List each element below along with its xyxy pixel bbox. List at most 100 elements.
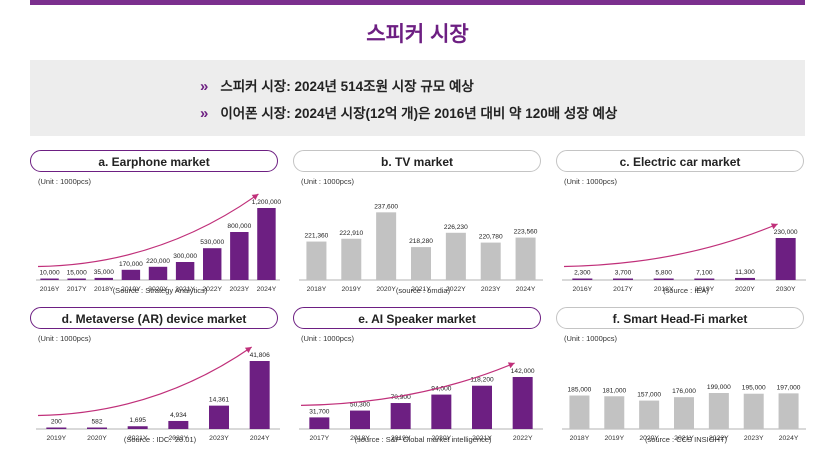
data-label: 94,000	[431, 386, 452, 393]
summary-text: 스피커 시장: 2024년 514조원 시장 규모 예상	[220, 79, 474, 94]
tick-label: 2022Y	[202, 286, 222, 293]
top-accent-bar	[30, 0, 805, 5]
tick-label: 2018Y	[654, 286, 674, 293]
trend-arrow-head	[770, 223, 778, 230]
data-label: 3,700	[615, 270, 632, 277]
trend-arrow	[37, 346, 253, 417]
unit-label: (Unit : 1000pcs)	[38, 334, 91, 343]
chart-earphone-market: 10,000 2016Y 15,000 2017Y 35,000 2018Y 170,000…	[36, 193, 281, 293]
data-label: 300,000	[173, 253, 197, 260]
bar	[480, 242, 501, 280]
unit-label: (Unit : 1000pcs)	[301, 334, 354, 343]
data-label: 170,000	[119, 261, 143, 268]
panel-smart-head-fi-market: f. Smart Head-Fi market (Unit : 1000pcs)…	[556, 307, 816, 457]
tick-label: 2019Y	[341, 286, 361, 293]
page-title: 스피커 시장	[366, 23, 469, 46]
bar	[694, 278, 715, 280]
data-label: 15,000	[67, 270, 88, 277]
bar	[674, 397, 694, 429]
trend-arrow	[300, 362, 515, 406]
data-label: 1,695	[129, 417, 146, 424]
data-label: 4,934	[170, 412, 187, 419]
bar	[257, 208, 276, 280]
bar	[306, 241, 327, 280]
data-label: 800,000	[227, 223, 251, 230]
trend-arrow-head	[507, 362, 515, 369]
data-label: 218,280	[409, 238, 433, 245]
bar	[431, 394, 452, 429]
summary-line-speaker: » 스피커 시장: 2024년 514조원 시장 규모 예상	[200, 75, 474, 95]
data-label: 237,600	[374, 203, 398, 210]
bar	[743, 393, 764, 429]
tick-label: 2023Y	[481, 286, 501, 293]
tick-label: 2019Y	[47, 435, 67, 442]
tick-label: 2018Y	[94, 286, 114, 293]
chart-title: d. Metaverse (AR) device market	[30, 307, 278, 329]
tick-label: 2023Y	[209, 435, 229, 442]
data-label: 197,000	[777, 384, 801, 391]
bar	[175, 262, 195, 280]
tick-label: 2021Y	[674, 435, 694, 442]
tick-label: 2020Y	[87, 435, 107, 442]
data-label: 230,000	[774, 229, 798, 236]
tick-label: 2017Y	[613, 286, 633, 293]
bar	[168, 420, 189, 429]
trend-arrow-head	[251, 194, 259, 201]
data-label: 157,000	[637, 392, 661, 399]
bar	[775, 238, 796, 280]
tick-label: 2021Y	[411, 286, 431, 293]
bar	[411, 247, 431, 280]
tick-label: 2020Y	[148, 286, 168, 293]
bar	[341, 238, 362, 280]
bar	[67, 278, 86, 280]
summary-line-earphone: » 이어폰 시장: 2024년 시장(12억 개)은 2016년 대비 약 120…	[200, 102, 617, 122]
data-label: 41,806	[250, 352, 271, 359]
tick-label: 2020Y	[376, 286, 396, 293]
chart-smart-head-fi-market: 185,000 2018Y 181,000 2019Y 157,000 2020Y 176,…	[562, 384, 806, 442]
bar	[708, 393, 729, 429]
bar	[350, 410, 370, 429]
data-label: 220,780	[479, 234, 503, 241]
data-label: 226,230	[444, 224, 468, 231]
source-label: (source : CCS INSIGHT)	[644, 435, 728, 444]
data-label: 10,000	[39, 270, 60, 277]
chart-title: b. TV market	[293, 150, 541, 172]
bar	[87, 427, 107, 429]
bar	[249, 361, 270, 429]
data-label: 220,000	[146, 258, 170, 265]
bar	[40, 278, 59, 280]
bar	[203, 248, 222, 280]
bar	[148, 266, 168, 280]
tick-label: 2022Y	[709, 435, 729, 442]
data-label: 5,800	[655, 270, 672, 277]
bar	[94, 277, 113, 280]
unit-label: (Unit : 1000pcs)	[301, 177, 354, 186]
data-label: 2,300	[574, 270, 591, 277]
tick-label: 2023Y	[744, 435, 764, 442]
data-label: 222,910	[339, 230, 363, 237]
tick-label: 2020Y	[432, 435, 452, 442]
data-label: 142,000	[511, 368, 535, 375]
bar	[515, 237, 536, 280]
panel-tv-market: b. TV market (Unit : 1000pcs) 221,360 201…	[293, 150, 553, 300]
data-label: 7,100	[696, 270, 713, 277]
tick-label: 2023Y	[230, 286, 250, 293]
panel-electric-car-market: c. Electric car market (Unit : 1000pcs) …	[556, 150, 816, 300]
source-label: (Source : IDC. '20.01)	[123, 435, 197, 444]
unit-label: (Unit : 1000pcs)	[38, 177, 91, 186]
panel-earphone-market: a. Earphone market (Unit : 1000pcs) 10,0…	[30, 150, 290, 300]
tick-label: 2017Y	[310, 435, 330, 442]
bar	[778, 393, 799, 429]
bar	[653, 278, 674, 280]
source-label: (source : omdia)	[395, 286, 451, 295]
data-label: 70,900	[391, 394, 412, 401]
data-label: 176,000	[672, 388, 696, 395]
trend-arrow-head	[244, 347, 252, 354]
chart-tv-market: 221,360 2018Y 222,910 2019Y 237,600 2020Y 218,…	[299, 203, 543, 293]
tick-label: 2022Y	[446, 286, 466, 293]
chart-title: a. Earphone market	[30, 150, 278, 172]
tick-label: 2019Y	[121, 286, 141, 293]
tick-label: 2022Y	[513, 435, 533, 442]
bar	[309, 417, 330, 429]
data-label: 200	[51, 419, 62, 426]
